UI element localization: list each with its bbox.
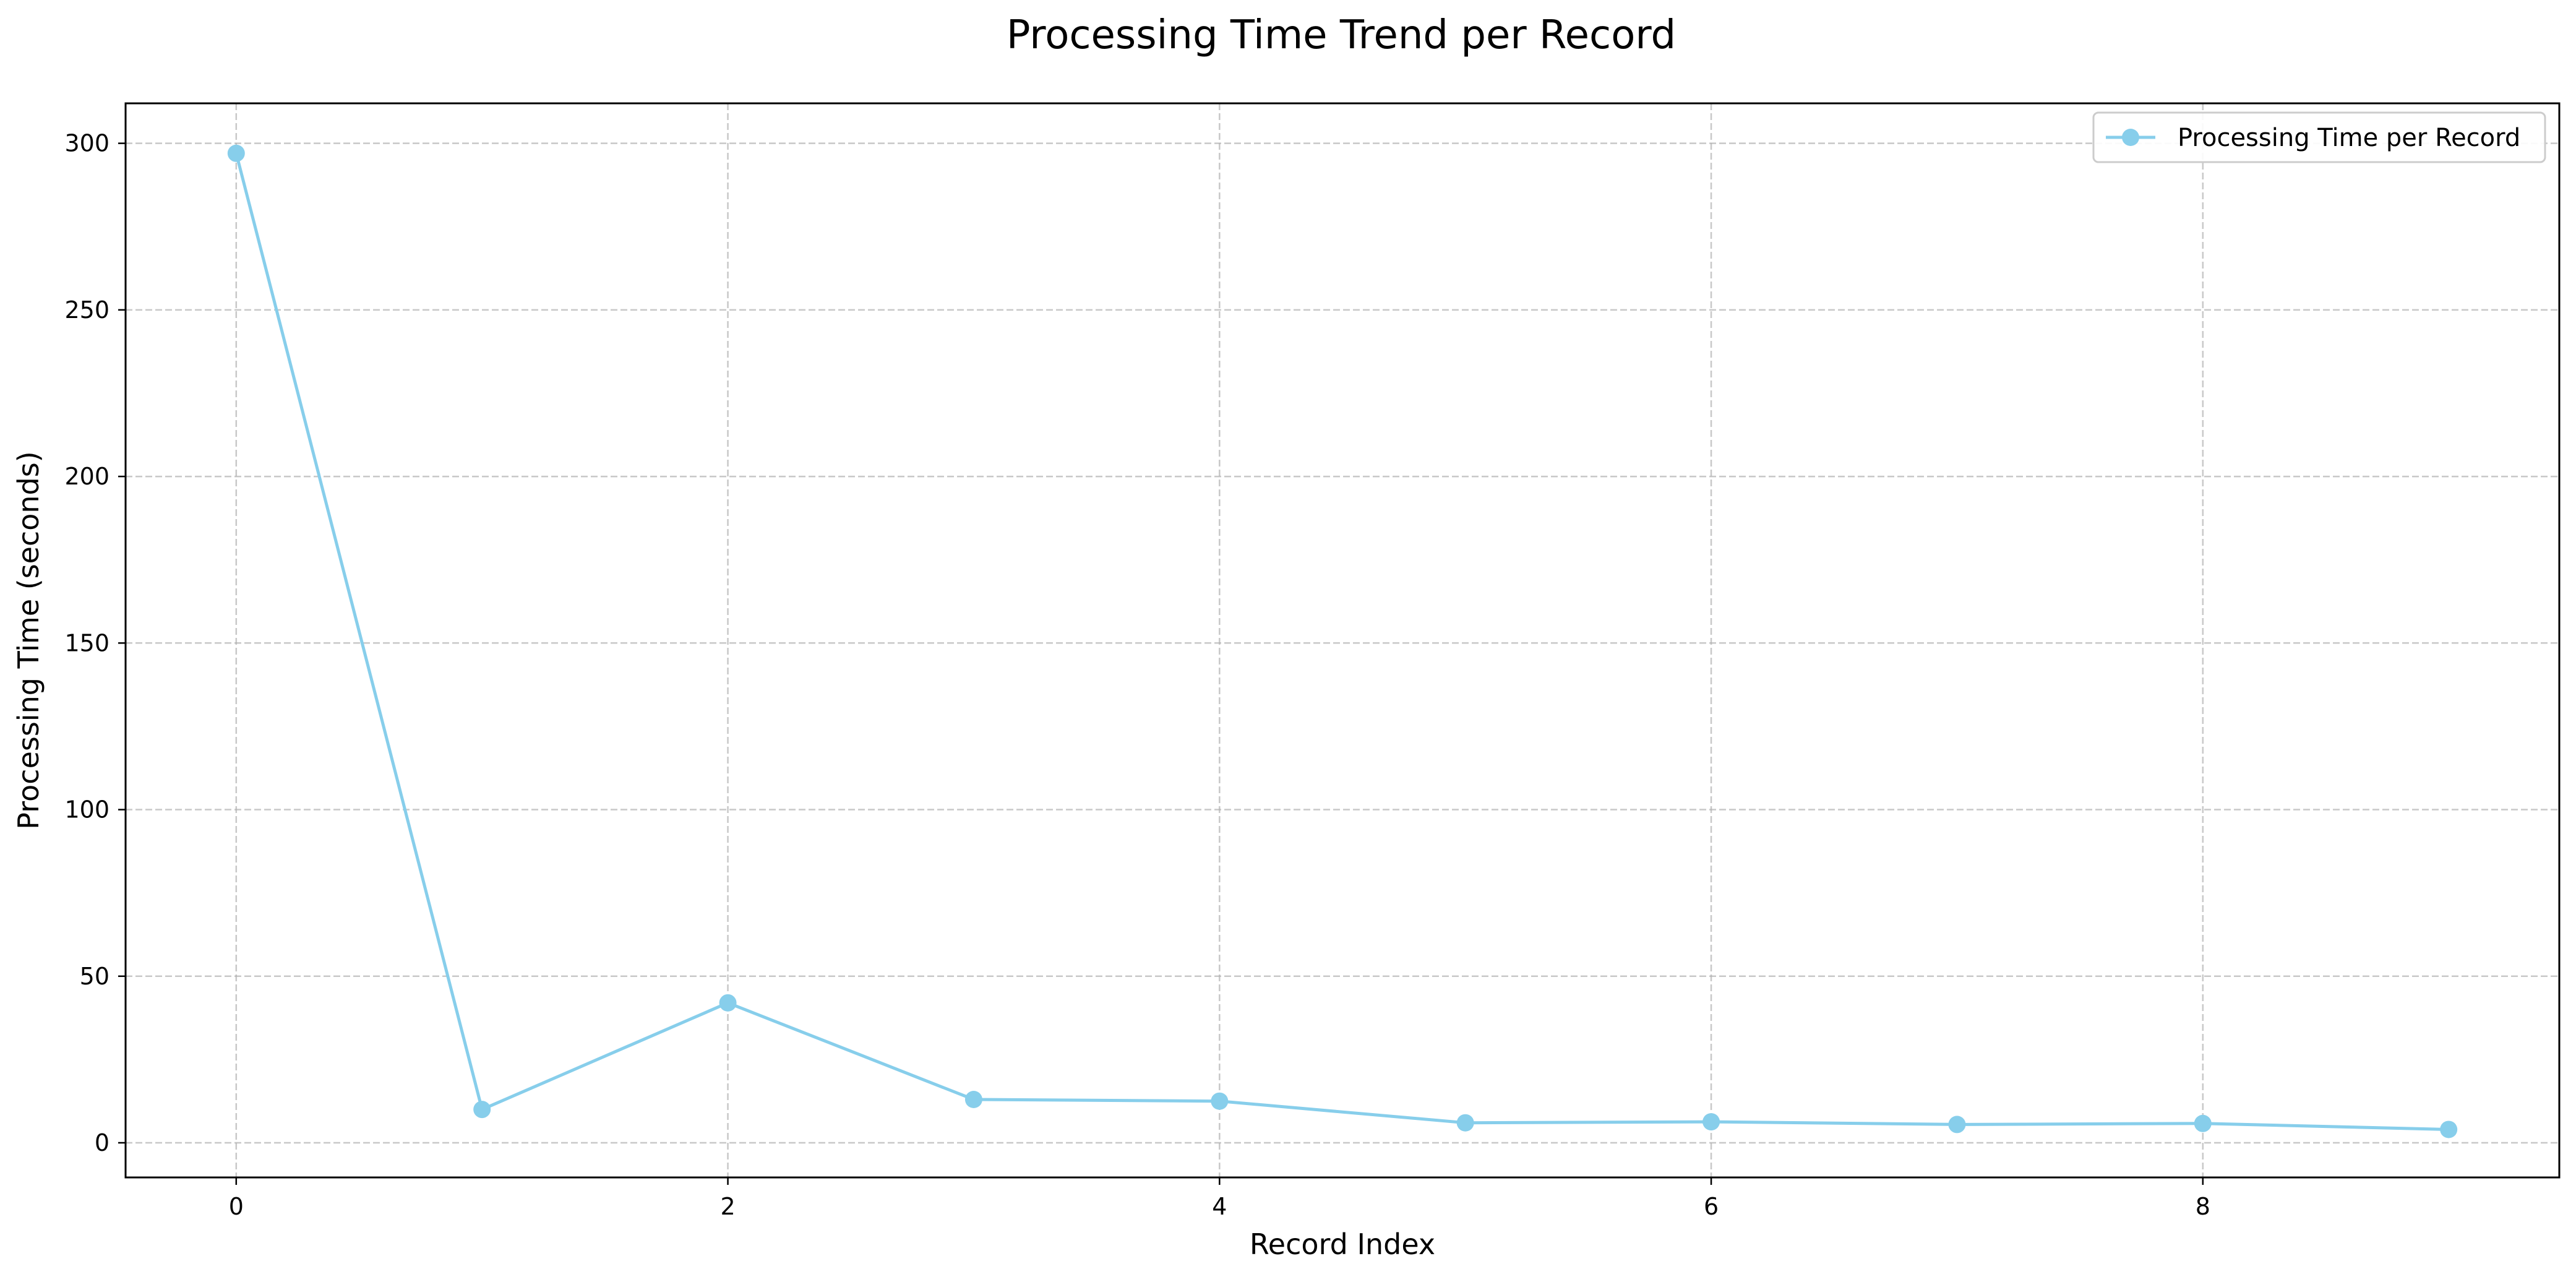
plot-area-frame [124,102,2561,1179]
x-tick-label: 0 [229,1193,244,1220]
series-layer [227,144,2458,1138]
y-tick-label: 200 [64,463,109,490]
data-point-marker [1211,1092,1229,1110]
y-tick-label: 300 [64,130,109,157]
data-point-marker [473,1101,491,1119]
legend: Processing Time per Record [2092,111,2546,163]
y-axis-label: Processing Time (seconds) [12,451,45,829]
chart-title: Processing Time Trend per Record [1007,12,1676,58]
data-point-marker [1456,1114,1474,1132]
x-tick-label: 2 [720,1193,735,1220]
y-tick-label: 100 [64,796,109,824]
y-axis-ticks: 0 50 100 150 200 250 300 [64,130,126,1156]
x-tick-label: 8 [2196,1193,2210,1220]
data-point-marker [719,994,737,1012]
data-point-marker [964,1091,982,1108]
data-point-marker [1948,1116,1966,1134]
legend-series-label: Processing Time per Record [2178,124,2520,152]
x-axis-label: Record Index [1250,1228,1435,1261]
y-tick-label: 0 [95,1129,109,1156]
data-point-marker [2440,1121,2458,1138]
legend-box [2092,111,2546,163]
x-tick-label: 4 [1212,1193,1227,1220]
data-point-marker [1702,1113,1720,1131]
y-tick-label: 250 [64,296,109,324]
legend-series-marker [2122,129,2139,146]
x-tick-label: 6 [1704,1193,1719,1220]
series-line [234,153,2449,1131]
x-axis-ticks: 0 2 4 6 8 [229,1177,2210,1220]
data-point-marker [227,144,245,162]
y-tick-label: 150 [64,629,109,656]
data-point-marker [2194,1114,2212,1132]
y-tick-label: 50 [80,963,109,990]
